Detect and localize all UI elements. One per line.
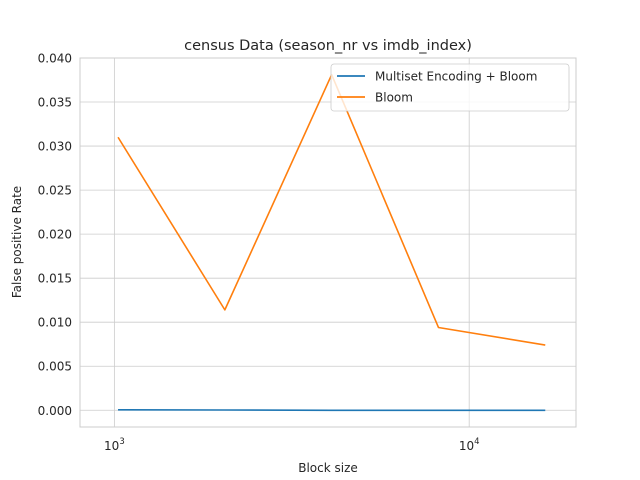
y-tick-label: 0.035 — [38, 96, 72, 110]
ticks: 0.000 0.005 0.010 0.015 0.020 0.025 0.030 0.035… — [38, 52, 480, 454]
y-axis-label: False positive Rate — [10, 186, 24, 298]
axes-frame — [79, 57, 577, 428]
legend: Multiset Encoding + Bloom Bloom — [330, 63, 570, 112]
y-tick-label: 0.000 — [38, 404, 72, 418]
y-tick-label: 0.030 — [38, 140, 72, 154]
y-tick-label: 0.020 — [38, 228, 72, 242]
x-tick-label: 104 — [459, 437, 480, 453]
y-tick-label: 0.005 — [38, 360, 72, 374]
legend-entry-label: Bloom — [375, 91, 413, 105]
y-tick-label: 0.015 — [38, 272, 72, 286]
legend-box — [330, 63, 570, 112]
x-axis-label: Block size — [298, 461, 358, 475]
y-tick-label: 0.040 — [38, 52, 72, 66]
legend-entry-label: Multiset Encoding + Bloom — [375, 70, 537, 84]
y-tick-label: 0.025 — [38, 184, 72, 198]
y-tick-label: 0.010 — [38, 316, 72, 330]
x-tick-label: 103 — [104, 437, 125, 453]
chart-title: census Data (season_nr vs imdb_index) — [184, 38, 472, 54]
